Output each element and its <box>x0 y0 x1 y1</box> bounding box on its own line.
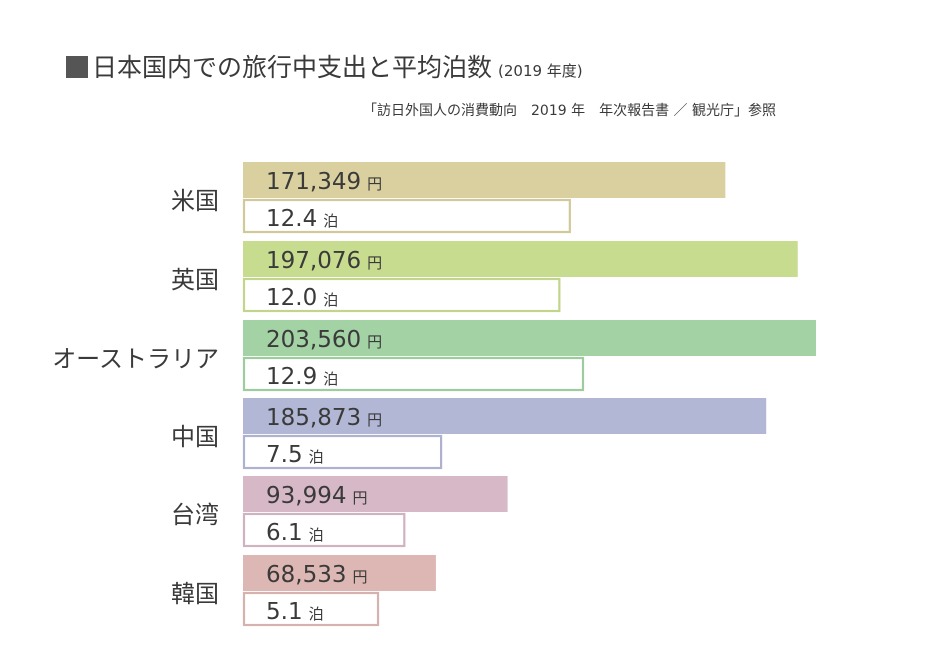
spend-bar <box>243 476 508 512</box>
chart-source: 「訪日外国人の消費動向 2019 年 年次報告書 ／ 観光庁」参照 <box>363 103 776 119</box>
title-square-icon <box>66 56 88 78</box>
nights-unit-label: 泊 <box>323 291 338 309</box>
spend-bar <box>243 398 767 434</box>
nights-value-label: 5.1 泊 <box>266 599 324 625</box>
nights-bar <box>242 198 571 234</box>
spend-unit-label: 円 <box>367 333 382 351</box>
nights-bar <box>242 512 406 548</box>
nights-unit-label: 泊 <box>309 448 324 466</box>
nights-unit-label: 泊 <box>309 605 324 623</box>
category-label: 韓国 <box>171 580 219 608</box>
spend-unit-label: 円 <box>367 254 382 272</box>
spend-bar <box>243 320 816 356</box>
spend-bar <box>243 241 798 277</box>
spend-bar <box>243 555 436 591</box>
chart-title-year: (2019 年度) <box>498 62 583 80</box>
spend-unit-label: 円 <box>367 411 382 429</box>
category-label: オーストラリア <box>52 345 219 373</box>
nights-unit-label: 泊 <box>323 370 338 388</box>
nights-unit-label: 泊 <box>309 526 324 544</box>
category-label: 中国 <box>171 423 219 451</box>
category-label: 英国 <box>171 266 219 294</box>
category-label: 台湾 <box>171 501 219 529</box>
spend-unit-label: 円 <box>352 568 367 586</box>
nights-unit-label: 泊 <box>323 212 338 230</box>
nights-value-label: 12.4 泊 <box>266 206 338 232</box>
category-label: 米国 <box>171 187 219 215</box>
chart-title-text: 日本国内での旅行中支出と平均泊数 <box>92 53 493 82</box>
nights-bar <box>242 434 443 470</box>
spend-unit-label: 円 <box>367 175 382 193</box>
nights-bar <box>242 356 585 392</box>
spend-bar <box>243 162 726 198</box>
nights-bar <box>242 277 561 313</box>
spend-unit-label: 円 <box>352 489 367 507</box>
chart-title: 日本国内での旅行中支出と平均泊数 (2019 年度) <box>66 48 583 84</box>
nights-bar <box>242 591 380 627</box>
